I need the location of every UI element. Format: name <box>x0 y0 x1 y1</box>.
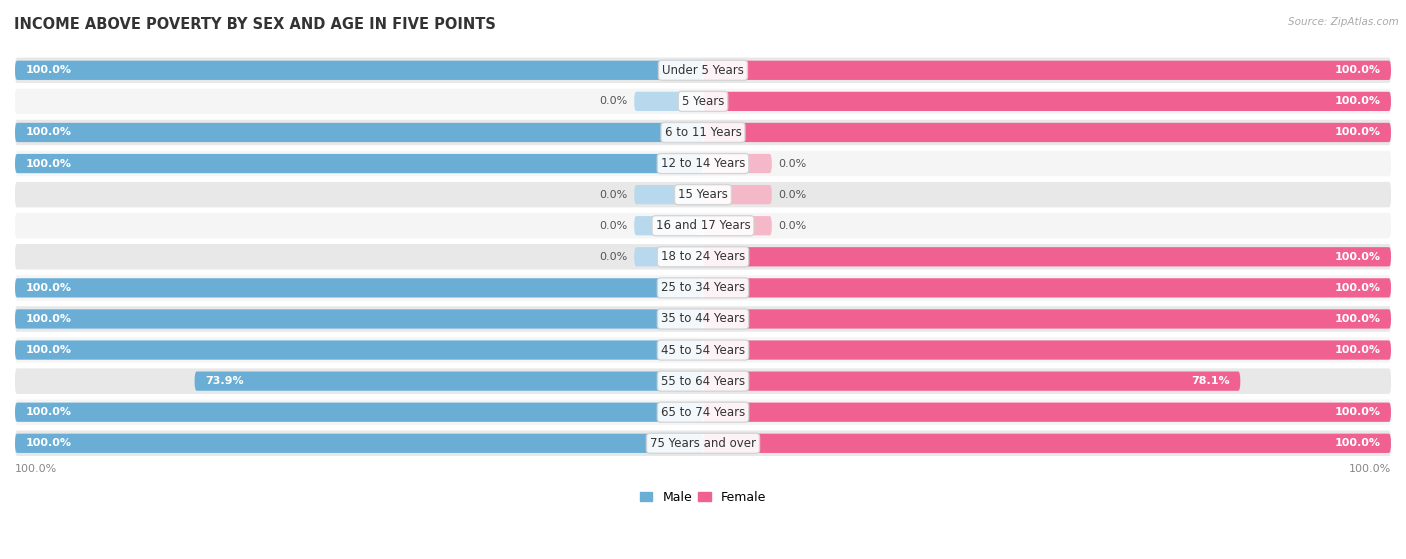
FancyBboxPatch shape <box>15 340 703 359</box>
FancyBboxPatch shape <box>703 372 1240 391</box>
Text: 35 to 44 Years: 35 to 44 Years <box>661 312 745 325</box>
FancyBboxPatch shape <box>15 89 1391 114</box>
Text: 75 Years and over: 75 Years and over <box>650 437 756 450</box>
FancyBboxPatch shape <box>634 216 703 235</box>
FancyBboxPatch shape <box>15 400 1391 425</box>
FancyBboxPatch shape <box>15 306 1391 331</box>
Text: 0.0%: 0.0% <box>599 252 627 262</box>
Text: 16 and 17 Years: 16 and 17 Years <box>655 219 751 232</box>
Text: 0.0%: 0.0% <box>599 96 627 106</box>
Text: 78.1%: 78.1% <box>1191 376 1230 386</box>
Text: 100.0%: 100.0% <box>15 465 58 475</box>
Text: 100.0%: 100.0% <box>1334 345 1381 355</box>
Text: 100.0%: 100.0% <box>1334 314 1381 324</box>
Text: 100.0%: 100.0% <box>25 159 72 169</box>
Text: 100.0%: 100.0% <box>25 127 72 138</box>
Legend: Male, Female: Male, Female <box>636 486 770 509</box>
Text: Source: ZipAtlas.com: Source: ZipAtlas.com <box>1288 17 1399 27</box>
FancyBboxPatch shape <box>703 61 1391 80</box>
FancyBboxPatch shape <box>15 309 703 329</box>
Text: 100.0%: 100.0% <box>25 407 72 417</box>
FancyBboxPatch shape <box>703 123 1391 142</box>
Text: 100.0%: 100.0% <box>1348 465 1391 475</box>
FancyBboxPatch shape <box>15 368 1391 394</box>
FancyBboxPatch shape <box>15 58 1391 83</box>
Text: 0.0%: 0.0% <box>779 221 807 231</box>
Text: 100.0%: 100.0% <box>25 314 72 324</box>
FancyBboxPatch shape <box>15 213 1391 239</box>
Text: 100.0%: 100.0% <box>1334 96 1381 106</box>
FancyBboxPatch shape <box>703 92 1391 111</box>
Text: 100.0%: 100.0% <box>25 65 72 75</box>
Text: 55 to 64 Years: 55 to 64 Years <box>661 375 745 387</box>
Text: 100.0%: 100.0% <box>1334 252 1381 262</box>
FancyBboxPatch shape <box>634 92 703 111</box>
FancyBboxPatch shape <box>15 337 1391 363</box>
Text: 100.0%: 100.0% <box>25 438 72 448</box>
Text: 100.0%: 100.0% <box>1334 438 1381 448</box>
FancyBboxPatch shape <box>15 154 703 173</box>
Text: 12 to 14 Years: 12 to 14 Years <box>661 157 745 170</box>
FancyBboxPatch shape <box>15 402 703 422</box>
FancyBboxPatch shape <box>703 185 772 204</box>
Text: 25 to 34 Years: 25 to 34 Years <box>661 281 745 295</box>
FancyBboxPatch shape <box>15 430 1391 456</box>
FancyBboxPatch shape <box>15 244 1391 269</box>
Text: 5 Years: 5 Years <box>682 95 724 108</box>
FancyBboxPatch shape <box>634 247 703 267</box>
FancyBboxPatch shape <box>194 372 703 391</box>
FancyBboxPatch shape <box>703 278 1391 297</box>
FancyBboxPatch shape <box>703 309 1391 329</box>
Text: 100.0%: 100.0% <box>25 283 72 293</box>
Text: 100.0%: 100.0% <box>25 345 72 355</box>
Text: 0.0%: 0.0% <box>599 221 627 231</box>
FancyBboxPatch shape <box>703 434 1391 453</box>
FancyBboxPatch shape <box>703 247 1391 267</box>
Text: 100.0%: 100.0% <box>1334 65 1381 75</box>
Text: 73.9%: 73.9% <box>205 376 243 386</box>
FancyBboxPatch shape <box>15 182 1391 207</box>
FancyBboxPatch shape <box>703 154 772 173</box>
Text: 100.0%: 100.0% <box>1334 127 1381 138</box>
Text: 65 to 74 Years: 65 to 74 Years <box>661 406 745 419</box>
FancyBboxPatch shape <box>703 216 772 235</box>
Text: 6 to 11 Years: 6 to 11 Years <box>665 126 741 139</box>
FancyBboxPatch shape <box>15 61 703 80</box>
Text: 15 Years: 15 Years <box>678 188 728 201</box>
Text: 0.0%: 0.0% <box>599 190 627 200</box>
Text: 100.0%: 100.0% <box>1334 283 1381 293</box>
Text: INCOME ABOVE POVERTY BY SEX AND AGE IN FIVE POINTS: INCOME ABOVE POVERTY BY SEX AND AGE IN F… <box>14 17 496 32</box>
FancyBboxPatch shape <box>15 123 703 142</box>
FancyBboxPatch shape <box>15 120 1391 145</box>
Text: 100.0%: 100.0% <box>1334 407 1381 417</box>
FancyBboxPatch shape <box>15 275 1391 301</box>
Text: 18 to 24 Years: 18 to 24 Years <box>661 250 745 263</box>
Text: 0.0%: 0.0% <box>779 190 807 200</box>
FancyBboxPatch shape <box>703 402 1391 422</box>
Text: 0.0%: 0.0% <box>779 159 807 169</box>
FancyBboxPatch shape <box>15 434 703 453</box>
Text: Under 5 Years: Under 5 Years <box>662 64 744 77</box>
FancyBboxPatch shape <box>634 185 703 204</box>
FancyBboxPatch shape <box>15 151 1391 176</box>
FancyBboxPatch shape <box>703 340 1391 359</box>
FancyBboxPatch shape <box>15 278 703 297</box>
Text: 45 to 54 Years: 45 to 54 Years <box>661 344 745 357</box>
